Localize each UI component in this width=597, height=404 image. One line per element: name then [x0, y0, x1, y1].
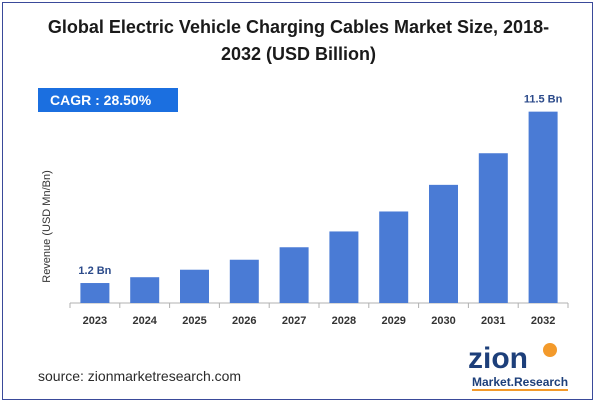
- bar-2031: [478, 153, 508, 303]
- x-tick-label-2028: 2028: [332, 315, 356, 327]
- x-tick-label-2024: 2024: [132, 315, 157, 327]
- logo-word-bottom: Market.Research: [472, 375, 568, 389]
- x-tick-label-2023: 2023: [83, 315, 107, 327]
- bar-2029: [379, 211, 409, 303]
- logo-word-top: zion: [468, 342, 528, 375]
- chart-title: Global Electric Vehicle Charging Cables …: [0, 14, 597, 68]
- bar-2028: [329, 231, 359, 303]
- bar-2026: [229, 259, 259, 303]
- bar-2025: [180, 269, 209, 303]
- logo-globe-icon: [543, 343, 557, 357]
- chart-title-line-2: 2032 (USD Billion): [220, 44, 377, 64]
- chart-title-line-1: Global Electric Vehicle Charging Cables …: [47, 17, 550, 37]
- data-label-2023: 1.2 Bn: [78, 265, 111, 277]
- y-axis-title: Revenue (USD Mn/Bn): [41, 170, 53, 283]
- zion-logo: zion Market.Research: [468, 342, 568, 391]
- x-tick-label-2026: 2026: [232, 315, 256, 327]
- bar-2023: [80, 283, 110, 303]
- bar-2030: [429, 184, 458, 303]
- data-label-2032: 11.5 Bn: [524, 94, 563, 106]
- x-tick-label-2027: 2027: [282, 315, 306, 327]
- x-tick-label-2030: 2030: [431, 315, 455, 327]
- source-text: source: zionmarketresearch.com: [38, 368, 242, 384]
- x-tick-label-2032: 2032: [531, 315, 555, 327]
- logo-underline: [472, 389, 568, 391]
- x-tick-label-2029: 2029: [381, 315, 405, 327]
- x-tick-label-2031: 2031: [481, 315, 505, 327]
- bar-2027: [279, 247, 309, 303]
- bar-2032: [528, 111, 558, 303]
- cagr-badge: CAGR : 28.50%: [38, 88, 178, 112]
- bar-2024: [130, 277, 160, 303]
- x-tick-label-2025: 2025: [182, 315, 206, 327]
